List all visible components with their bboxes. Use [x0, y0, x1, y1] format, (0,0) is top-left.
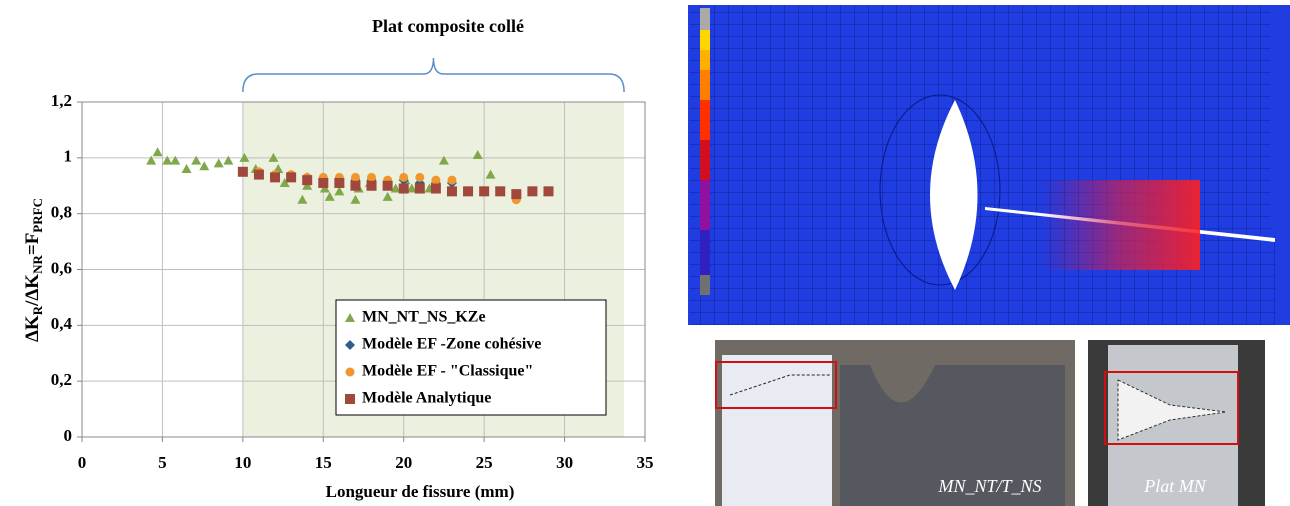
photo-label: MN_NT/T_NS [937, 476, 1041, 496]
marker-diamond [345, 340, 355, 350]
y-axis-label: ΔKR/ΔKNR=FPRFC [22, 198, 45, 342]
marker-square [382, 180, 393, 191]
x-tick-label: 5 [158, 453, 167, 472]
marker-square [414, 183, 425, 194]
legend-label: Modèle EF - "Classique" [362, 363, 533, 380]
marker-square [286, 172, 297, 183]
marker-triangle [268, 152, 279, 162]
marker-triangle [324, 191, 335, 201]
y-label-part: ΔK [22, 315, 43, 342]
marker-square [479, 186, 490, 197]
x-tick-label: 35 [637, 453, 654, 472]
y-tick-label: 1,2 [51, 91, 72, 110]
legend: MN_NT_NS_KZe Modèle EF -Zone cohésive Modè… [335, 299, 607, 416]
marker-square [495, 186, 506, 197]
marker-circle [415, 172, 425, 182]
marker-circle [431, 175, 441, 185]
y-tick-label: 0,8 [51, 203, 72, 222]
marker-square [463, 186, 474, 197]
legend-label: Modèle Analytique [362, 390, 491, 407]
marker-square [237, 166, 248, 177]
photo-left: MN_NT/T_NS [715, 340, 1075, 506]
x-tick-label: 25 [476, 453, 493, 472]
marker-square [253, 169, 264, 180]
fe-model-image [688, 5, 1290, 325]
marker-triangle [390, 183, 401, 193]
marker-triangle [223, 155, 234, 165]
y-tick-label: 0,2 [51, 370, 72, 389]
marker-square [334, 177, 345, 188]
legend-box [335, 299, 607, 416]
colorbar [700, 8, 710, 295]
marker-square [543, 186, 554, 197]
marker-triangle [162, 155, 173, 165]
marker-circle [350, 172, 360, 182]
marker-triangle [334, 186, 345, 196]
fe-mesh [690, 5, 1275, 325]
marker-triangle [406, 183, 417, 193]
marker-triangle [382, 191, 393, 201]
marker-square [302, 175, 313, 186]
x-tick-label: 10 [234, 453, 251, 472]
marker-square [350, 180, 361, 191]
marker-square [345, 394, 355, 404]
marker-triangle [152, 147, 163, 157]
marker-triangle [472, 150, 483, 160]
marker-circle [399, 172, 409, 182]
y-tick-label: 0,4 [51, 314, 73, 333]
y-label-part: R [30, 305, 45, 315]
marker-triangle [319, 183, 330, 193]
marker-triangle [485, 169, 496, 179]
marker-square [527, 186, 538, 197]
x-tick-label: 15 [315, 453, 332, 472]
y-label-part: =F [22, 233, 43, 255]
stress-zone [1040, 180, 1200, 270]
marker-triangle [191, 155, 202, 165]
marker-triangle [213, 158, 224, 168]
marker-square [318, 177, 329, 188]
marker-triangle [170, 155, 181, 165]
marker-square [430, 183, 441, 194]
marker-square [511, 189, 522, 200]
marker-triangle [239, 152, 250, 162]
x-tick-label: 20 [395, 453, 412, 472]
marker-circle [367, 172, 377, 182]
marker-triangle [302, 180, 313, 190]
y-label-part: /ΔK [22, 274, 43, 307]
legend-label: Modèle EF -Zone cohésive [362, 336, 541, 353]
marker-triangle [279, 177, 290, 187]
annotation: Plat composite collé [372, 16, 524, 36]
marker-square [446, 186, 457, 197]
marker-square [270, 172, 281, 183]
photo-label: Plat MN [1143, 476, 1206, 496]
x-tick-label: 0 [78, 453, 87, 472]
bracket [242, 57, 625, 93]
y-tick-label: 1 [64, 147, 73, 166]
photo-right: Plat MN [1088, 340, 1265, 506]
marker-triangle [350, 194, 361, 204]
hole [930, 100, 978, 290]
x-tick-label: 30 [556, 453, 573, 472]
marker-triangle [181, 164, 192, 173]
marker-triangle [199, 161, 210, 171]
x-axis-label: Longueur de fissure (mm) [326, 482, 515, 501]
chart: Plat composite collé Longueur de fissure… [22, 16, 653, 501]
marker-square [398, 183, 409, 194]
y-tick-label: 0 [64, 426, 73, 445]
hole-rim [879, 94, 1001, 286]
marker-circle [345, 367, 355, 377]
marker-triangle [438, 155, 449, 165]
marker-square [366, 180, 377, 191]
y-tick-label: 0,6 [51, 258, 72, 277]
plot-frame [81, 101, 646, 438]
marker-triangle [297, 194, 308, 204]
y-label-part: NR [30, 255, 45, 274]
marker-circle [447, 175, 457, 185]
marker-triangle [345, 313, 355, 322]
y-label-part: PRFC [30, 198, 45, 233]
marker-triangle [146, 155, 157, 165]
legend-label: MN_NT_NS_KZe [362, 309, 486, 326]
